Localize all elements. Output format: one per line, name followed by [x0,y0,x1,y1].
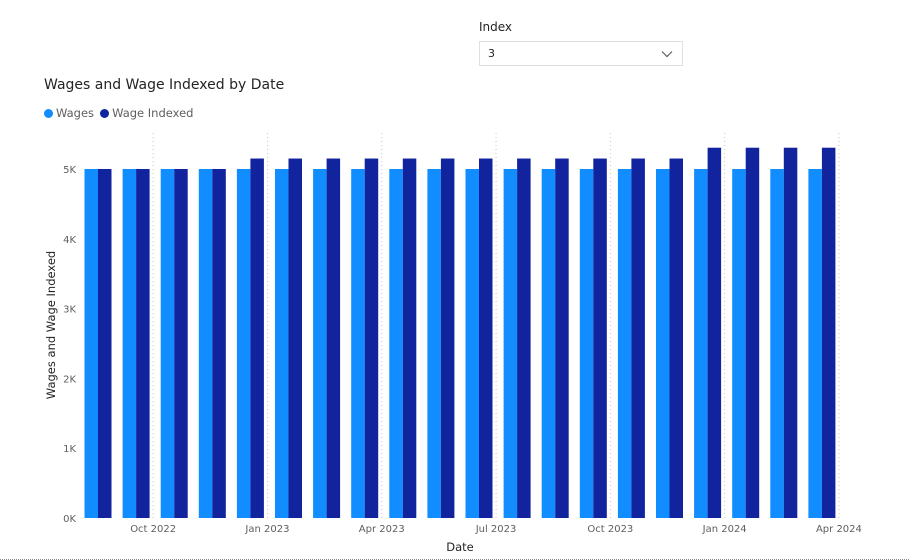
bar-wage-indexed-5[interactable] [288,158,303,518]
bar-wage-indexed-2[interactable] [174,169,188,518]
bar-wages-15[interactable] [656,169,670,518]
bar-wages-17[interactable] [732,169,746,518]
bar-wages-12[interactable] [541,169,556,518]
index-dropdown[interactable]: 3 [479,41,683,66]
bar-wages-4[interactable] [236,169,251,518]
bar-wages-3[interactable] [198,169,213,518]
y-tick-label: 0K [63,514,76,525]
bar-wages-16[interactable] [694,169,708,518]
bar-wages-18[interactable] [770,169,784,518]
index-slicer: Index 3 [479,20,683,66]
y-tick-label: 4K [63,235,76,246]
y-tick-label: 3K [63,305,76,316]
x-tick-label: Jan 2023 [244,524,289,535]
y-axis-title: Wages and Wage Indexed [44,251,58,399]
bar-wages-7[interactable] [351,169,365,518]
bar-wages-6[interactable] [313,169,327,518]
x-tick-label: Jan 2024 [702,524,747,535]
bar-wage-indexed-6[interactable] [326,158,341,518]
bar-wage-indexed-17[interactable] [745,147,760,518]
bar-wages-5[interactable] [275,169,289,518]
chart-title: Wages and Wage Indexed by Date [44,77,285,93]
chart-legend: Wages Wage Indexed [44,106,199,120]
bar-wage-indexed-1[interactable] [136,169,150,518]
bar-wage-indexed-9[interactable] [440,158,455,518]
bar-wage-indexed-19[interactable] [821,147,836,518]
y-axis-ticks: 0K 1K 2K 3K 4K 5K [63,165,76,525]
slicer-selected-value: 3 [488,47,495,60]
y-tick-label: 5K [63,165,76,176]
bar-wage-indexed-14[interactable] [631,158,645,518]
bar-wages-14[interactable] [617,169,632,518]
x-tick-label: Apr 2024 [816,524,862,535]
bar-wage-indexed-0[interactable] [98,169,112,518]
legend-dot-wage-indexed [100,108,110,118]
bar-wage-indexed-4[interactable] [250,158,264,518]
bar-wage-indexed-8[interactable] [402,158,417,518]
bar-wages-0[interactable] [84,169,99,518]
legend-dot-wages [44,108,53,118]
x-axis-title: Date [446,540,474,554]
bars [84,147,836,518]
bar-wages-13[interactable] [579,169,594,518]
bar-wage-indexed-11[interactable] [517,158,531,518]
bar-wages-19[interactable] [808,169,822,518]
y-tick-label: 1K [63,444,76,455]
x-tick-label: Jul 2023 [475,524,517,535]
bar-wage-indexed-13[interactable] [593,158,607,518]
chevron-down-icon [661,50,673,57]
bar-wages-8[interactable] [389,169,403,518]
bar-wage-indexed-3[interactable] [212,169,226,518]
bar-wage-indexed-12[interactable] [555,158,569,518]
legend-item-wage-indexed[interactable]: Wage Indexed [100,106,193,120]
bar-wage-indexed-15[interactable] [669,158,684,518]
y-tick-label: 2K [63,374,76,385]
bar-wages-2[interactable] [160,169,175,518]
bar-wage-indexed-16[interactable] [707,147,722,518]
bar-wages-9[interactable] [427,169,441,518]
legend-item-wages[interactable]: Wages [44,106,94,120]
legend-label-wage-indexed: Wage Indexed [112,106,194,120]
bar-wages-10[interactable] [465,169,480,518]
bar-wage-indexed-10[interactable] [479,158,493,518]
x-tick-label: Oct 2022 [130,524,176,535]
legend-label-wages: Wages [56,106,95,120]
bar-wage-indexed-18[interactable] [783,147,798,518]
vertical-tick-lines [152,133,840,518]
x-axis-ticks: Oct 2022 Jan 2023 Apr 2023 Jul 2023 Oct 2023… [130,524,862,535]
x-tick-label: Apr 2023 [359,524,405,535]
bar-wages-1[interactable] [122,169,137,518]
slicer-title: Index [479,20,513,34]
bar-wage-indexed-7[interactable] [364,158,379,518]
x-tick-label: Oct 2023 [587,524,633,535]
bar-wages-11[interactable] [503,169,518,518]
